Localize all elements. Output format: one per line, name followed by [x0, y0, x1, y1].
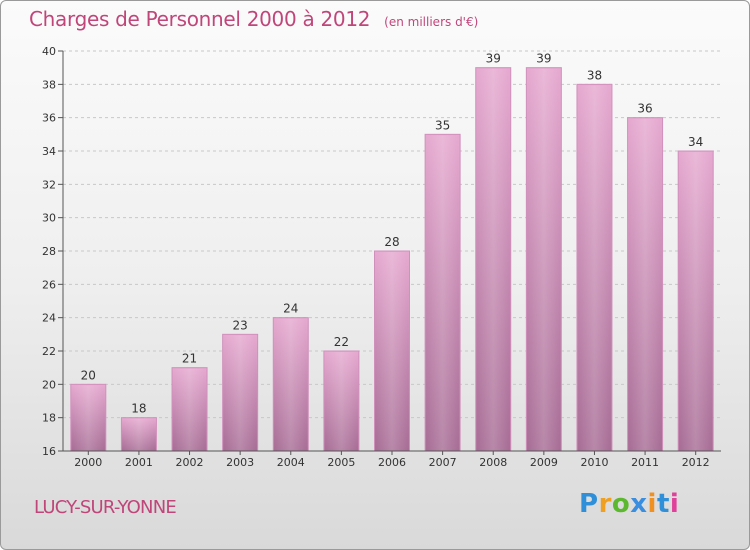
bar-highlight: [578, 85, 610, 451]
x-tick-label: 2009: [530, 456, 558, 469]
y-tick-label: 36: [42, 112, 56, 125]
bar-group: 22: [323, 335, 360, 452]
data-label: 39: [536, 52, 551, 66]
x-tick-label: 2010: [580, 456, 608, 469]
data-label: 24: [283, 302, 298, 316]
bar-highlight: [528, 68, 560, 452]
bar-highlight: [427, 135, 459, 452]
bar-highlight: [376, 252, 408, 451]
city-name: LUCY-SUR-YONNE: [34, 497, 177, 518]
data-label: 38: [587, 68, 602, 82]
x-tick-label: 2008: [479, 456, 507, 469]
title-text: Charges de Personnel 2000 à 2012: [29, 7, 371, 31]
data-label: 20: [81, 368, 96, 382]
logo-letter: o: [611, 489, 631, 519]
data-label: 36: [637, 102, 652, 116]
bar-highlight: [224, 335, 256, 451]
proxiti-logo: Proxiti: [579, 489, 679, 519]
bar-group: 39: [525, 52, 562, 452]
y-tick-label: 40: [42, 45, 56, 58]
x-tick-label: 2000: [74, 456, 102, 469]
bar-highlight: [629, 118, 661, 452]
x-tick-label: 2005: [327, 456, 355, 469]
y-tick-label: 34: [42, 145, 56, 158]
logo-letter: i: [669, 489, 680, 519]
bar-group: 39: [475, 52, 512, 452]
y-tick-label: 30: [42, 212, 56, 225]
data-label: 39: [486, 52, 501, 66]
logo-letter: r: [598, 489, 612, 519]
logo-letter: i: [647, 489, 657, 519]
y-tick-label: 22: [42, 345, 56, 358]
x-tick-label: 2001: [125, 456, 153, 469]
data-label: 18: [131, 402, 146, 416]
bar-highlight: [325, 352, 357, 451]
x-tick-label: 2006: [378, 456, 406, 469]
y-tick-label: 38: [42, 78, 56, 91]
x-tick-label: 2003: [226, 456, 254, 469]
x-tick-label: 2012: [682, 456, 710, 469]
bar-group: 18: [120, 402, 157, 452]
logo-letter: t: [656, 489, 670, 519]
data-label: 21: [182, 352, 197, 366]
x-tick-label: 2011: [631, 456, 659, 469]
bar-group: 21: [171, 352, 208, 452]
data-label: 35: [435, 118, 450, 132]
data-label: 34: [688, 135, 703, 149]
data-label: 22: [334, 335, 349, 349]
logo-letter: x: [630, 489, 648, 519]
y-tick-label: 16: [42, 445, 56, 458]
bar-group: 36: [627, 102, 664, 452]
data-label: 28: [384, 235, 399, 249]
bar-group: 28: [374, 235, 410, 452]
bar-layer: 20 18 21 23 24 22 28 35 39 39 38 36 34: [70, 52, 714, 452]
y-tick-label: 26: [42, 278, 56, 291]
x-tick-label: 2004: [277, 456, 305, 469]
y-tick-label: 20: [42, 378, 56, 391]
y-tick-label: 18: [42, 412, 56, 425]
bar-highlight: [123, 418, 155, 451]
x-tick-label: 2007: [429, 456, 457, 469]
bar-group: 34: [677, 135, 714, 452]
bar-highlight: [680, 152, 712, 451]
y-tick-label: 32: [42, 178, 56, 191]
y-tick-label: 24: [42, 312, 56, 325]
unit-label: (en milliers d'€): [384, 15, 479, 29]
x-tick-label: 2002: [176, 456, 204, 469]
bar-highlight: [72, 385, 104, 451]
bar-highlight: [174, 368, 206, 451]
y-tick-label: 28: [42, 245, 56, 258]
bar-highlight: [275, 318, 307, 451]
bar-group: 23: [222, 318, 259, 452]
bar-highlight: [477, 68, 509, 452]
axis-layer: 16 18 20 22 24 26 28 30 32 34 36 38 40 2000 2001 2002 20…: [42, 45, 721, 469]
bar-group: 20: [70, 368, 107, 452]
bar-group: 38: [576, 68, 613, 452]
bar-group: 35: [424, 118, 461, 452]
logo-letter: P: [579, 489, 599, 519]
chart-title: Charges de Personnel 2000 à 2012 (en mill…: [29, 7, 478, 31]
data-label: 23: [233, 318, 248, 332]
bar-group: 24: [272, 302, 309, 452]
